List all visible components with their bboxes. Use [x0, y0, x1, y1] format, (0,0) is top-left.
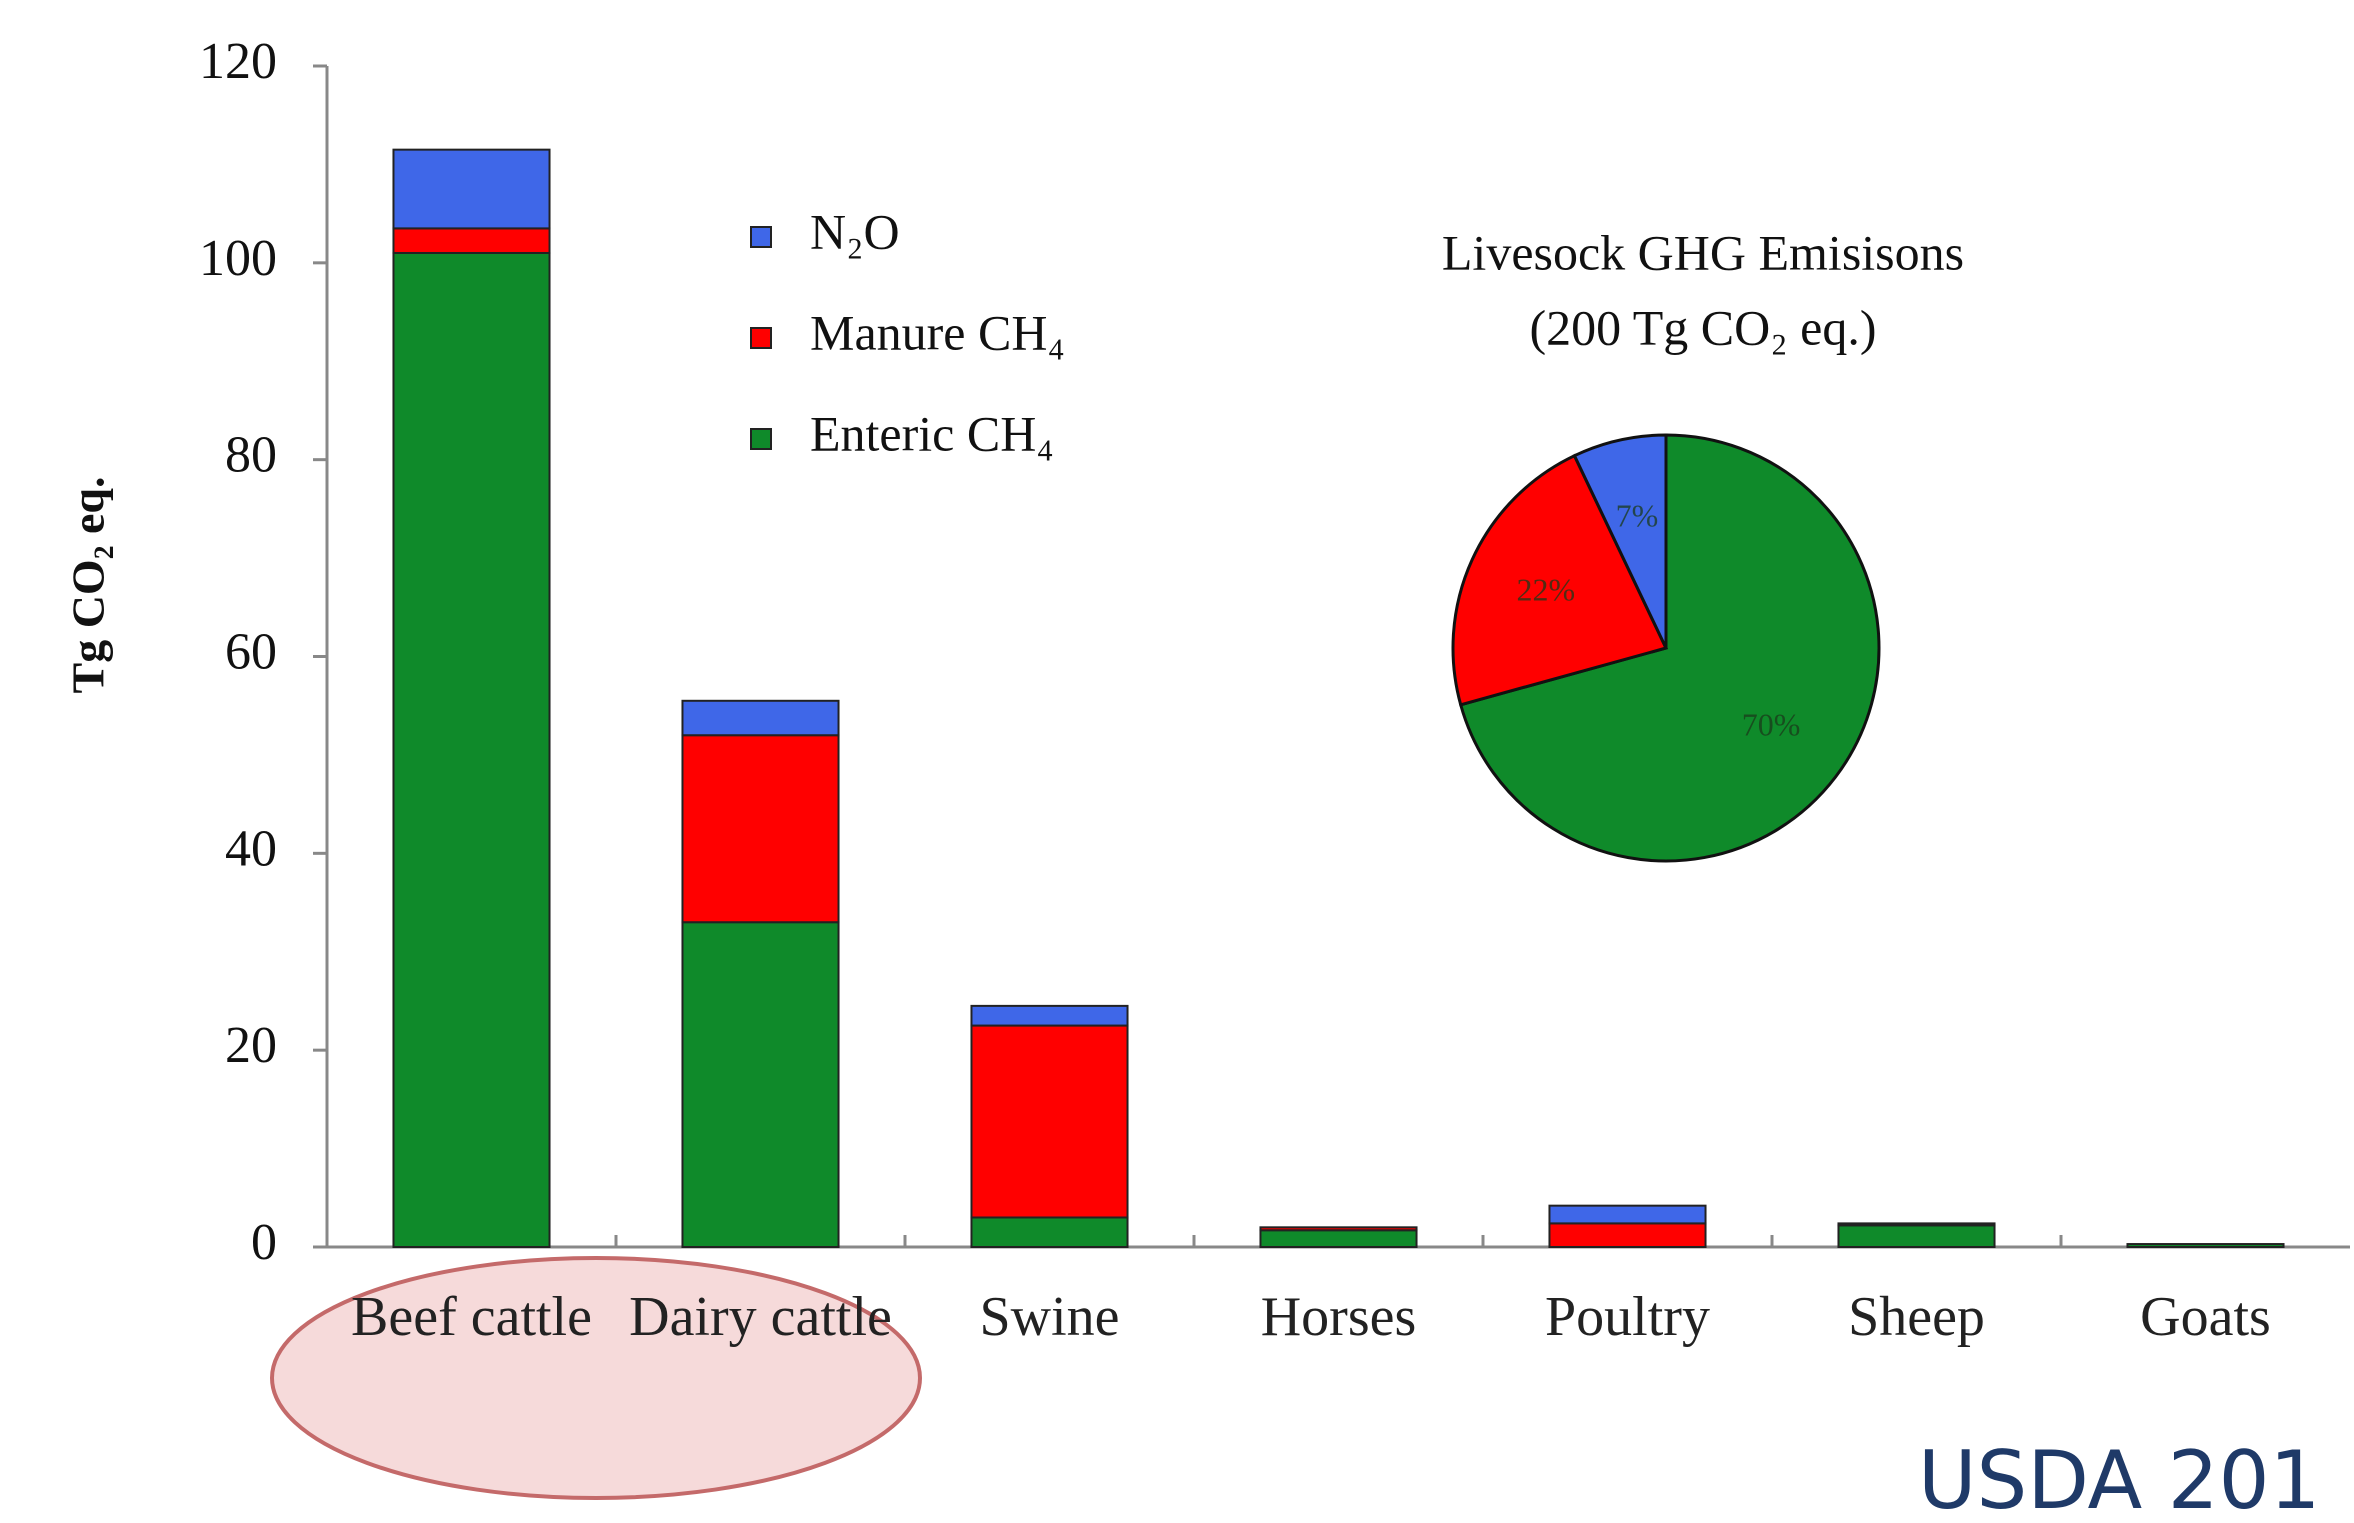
pie-slice	[1458, 433, 1881, 863]
x-tick-label: Horses	[1260, 1287, 1417, 1348]
legend-label: N₂O	[810, 203, 900, 259]
bar-segment	[970, 1004, 1129, 1027]
bar-segment	[681, 699, 840, 737]
bar-segment	[1837, 1222, 1996, 1227]
x-tick-label-box: Beef cattle	[351, 1287, 592, 1348]
x-tick-label-box: Sheep	[1848, 1287, 1985, 1348]
bar-segment	[392, 148, 551, 230]
legend-label: Enteric CH₄	[810, 405, 1054, 461]
y-tick-label: 40	[225, 820, 277, 877]
pie-slice	[1572, 433, 1668, 649]
x-tick-label-box: Dairy cattle	[629, 1287, 892, 1348]
x-tick-label: Sheep	[1848, 1287, 1985, 1348]
bar-segment	[392, 227, 551, 254]
pie-title: Livesock GHG Emisisons	[1442, 224, 1964, 280]
y-tick-label: 100	[199, 230, 277, 287]
y-axis-label: Tg CO₂ eq.	[63, 477, 114, 694]
bar-segment	[970, 1216, 1129, 1248]
x-tick-label-box: Poultry	[1545, 1287, 1710, 1348]
bar-segment	[1548, 1204, 1707, 1225]
y-tick-label: 120	[199, 33, 277, 90]
y-tick-label: 0	[251, 1214, 277, 1271]
bar-segment	[392, 251, 551, 1249]
bar-segment	[1548, 1222, 1707, 1249]
bar-segment	[1837, 1224, 1996, 1249]
bar-segment	[970, 1024, 1129, 1219]
x-tick-label-box: Swine	[979, 1287, 1120, 1348]
legend-marker	[750, 428, 772, 450]
legend-label: Manure CH₄	[810, 304, 1065, 360]
y-tick-label: 80	[225, 427, 277, 484]
source: USDA 201	[1918, 1434, 2320, 1523]
legend-marker	[750, 327, 772, 349]
y-tick-label: 20	[225, 1017, 277, 1074]
bar-segment	[681, 734, 840, 924]
pie-label: 22%	[1517, 571, 1576, 607]
x-tick-label: Beef cattle	[351, 1287, 592, 1348]
x-tick-label: Swine	[979, 1287, 1120, 1348]
pie-slice	[1451, 453, 1669, 707]
y-tick-label: 60	[225, 623, 277, 680]
pie-label: 70%	[1742, 706, 1801, 742]
legend-marker	[750, 226, 772, 248]
bar-segment	[2126, 1243, 2285, 1248]
bar-segment	[1259, 1226, 1418, 1232]
x-tick-label: Poultry	[1545, 1287, 1710, 1348]
bar-segment	[681, 921, 840, 1248]
x-tick-label-box: Horses	[1260, 1287, 1417, 1348]
x-tick-label: Goats	[2140, 1287, 2271, 1348]
x-tick-label: Dairy cattle	[629, 1287, 892, 1348]
x-tick-label-box: Goats	[2140, 1287, 2271, 1348]
highlight-ellipse	[270, 1256, 922, 1500]
bar-segment	[1259, 1229, 1418, 1248]
pie-subtitle: (200 Tg CO₂ eq.)	[1529, 299, 1876, 355]
pie-label: 7%	[1616, 498, 1659, 534]
